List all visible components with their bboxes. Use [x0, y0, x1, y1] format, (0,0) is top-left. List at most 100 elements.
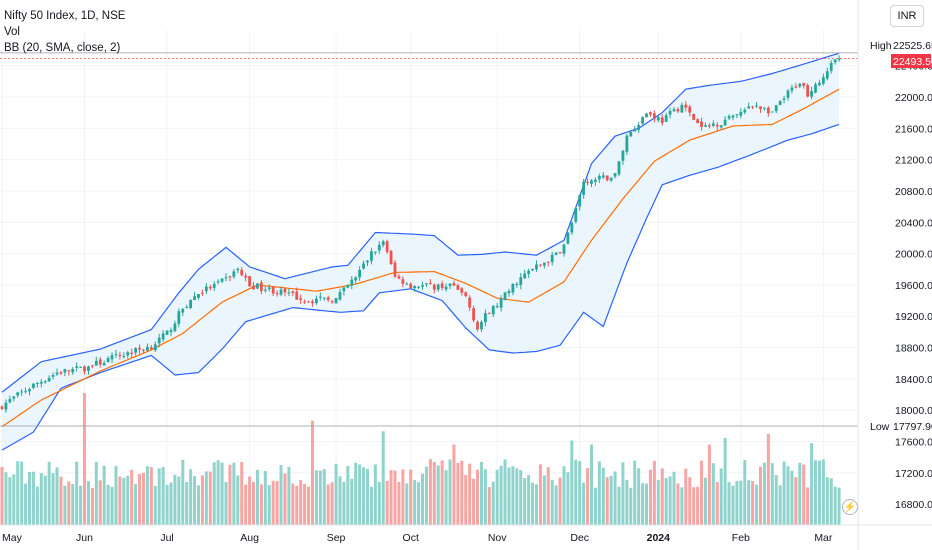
volume-bar [755, 484, 759, 525]
volume-bar [389, 470, 393, 525]
candle-up [220, 278, 224, 282]
volume-bar [515, 468, 519, 525]
volume-bar [354, 462, 358, 525]
volume-bar [236, 475, 240, 525]
candle-up [633, 128, 637, 132]
candle-down [660, 117, 664, 123]
price-tick-label: 19200.00 [895, 311, 932, 323]
candle-up [413, 285, 417, 289]
volume-bar [472, 478, 476, 525]
symbol-title[interactable]: Nifty 50 Index, 1D, NSE [4, 10, 126, 22]
volume-bar [12, 474, 16, 525]
volume-bar [334, 463, 338, 525]
volume-bar [766, 433, 770, 525]
volume-bar [715, 482, 719, 525]
volume-bar [0, 466, 4, 525]
candle-down [649, 112, 652, 115]
candle-up [491, 306, 495, 315]
volume-bar [358, 464, 362, 525]
volume-bar [511, 466, 515, 525]
time-tick-label: Nov [488, 532, 507, 544]
volume-bar [601, 467, 605, 525]
candle-up [346, 284, 350, 288]
candle-up [94, 360, 98, 366]
volume-bar [566, 472, 570, 525]
candle-down [271, 287, 275, 294]
volume-bar [43, 475, 47, 525]
bollinger-legend[interactable]: BB (20, SMA, close, 2) [4, 42, 121, 54]
candle-down [67, 370, 71, 372]
volume-bar [193, 476, 197, 525]
volume-bar [130, 469, 134, 525]
candle-up [318, 296, 322, 298]
bb-lower-line [1, 123, 840, 451]
volume-bar [574, 459, 578, 525]
price-tick-label: 20400.00 [895, 217, 932, 229]
price-tick-label: 18400.00 [895, 374, 932, 386]
candle-up [181, 308, 185, 313]
volume-bar [711, 463, 715, 525]
volume-bar [397, 481, 401, 525]
candle-down [476, 321, 479, 330]
volume-bar [597, 461, 601, 525]
candle-up [358, 269, 362, 278]
volume-bar [578, 461, 582, 525]
volume-bar [590, 444, 593, 525]
volume-bar [538, 464, 542, 525]
volume-bar [786, 466, 790, 525]
volume-bar [75, 461, 79, 525]
currency-button[interactable]: INR [890, 5, 924, 27]
volume-bar [369, 486, 373, 525]
candle-up [597, 176, 601, 180]
volume-bar [212, 462, 216, 525]
lightning-icon[interactable]: ⚡ [842, 499, 858, 515]
candle-down [295, 291, 299, 300]
volume-bar [751, 481, 755, 525]
volume-bar [248, 476, 252, 525]
price-tick-label: 18800.00 [895, 343, 932, 355]
volume-bar [774, 475, 778, 525]
volume-bar [141, 472, 145, 525]
candle-up [134, 348, 138, 353]
volume-bar [428, 459, 432, 525]
volume-bar [51, 473, 55, 525]
candle-down [692, 113, 696, 120]
candle-up [16, 392, 20, 396]
candle-up [87, 366, 90, 371]
time-tick-label: Feb [732, 532, 750, 544]
volume-bar [562, 466, 566, 525]
candle-up [480, 322, 483, 330]
candle-up [122, 356, 126, 358]
candle-down [464, 292, 468, 297]
candle-up [197, 294, 200, 298]
volume-bar [700, 460, 704, 525]
volume-bar [558, 477, 562, 525]
candle-up [236, 268, 240, 271]
candle-up [405, 283, 409, 285]
candle-up [645, 113, 648, 118]
candle-up [267, 287, 271, 290]
candle-down [299, 298, 303, 300]
volume-bar [393, 470, 397, 525]
volume-bar [523, 478, 527, 525]
candle-down [700, 121, 703, 127]
volume-bar [83, 393, 87, 525]
volume-bars [0, 393, 841, 525]
candle-up [656, 117, 660, 121]
volume-bar [232, 462, 236, 525]
volume-bar [28, 471, 32, 525]
volume-bar [283, 473, 287, 525]
volume-legend[interactable]: Vol [4, 26, 20, 38]
candle-up [177, 311, 181, 324]
low-tag-label: Low [870, 421, 890, 433]
candle-up [342, 287, 346, 292]
volume-bar [138, 474, 142, 525]
volume-bar [645, 483, 649, 525]
volume-bar [299, 479, 303, 525]
volume-bar [267, 485, 271, 525]
bollinger-bands [1, 52, 840, 451]
candle-up [818, 82, 821, 86]
candle-up [672, 109, 676, 112]
